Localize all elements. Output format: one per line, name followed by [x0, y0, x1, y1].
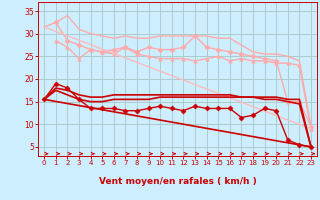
X-axis label: Vent moyen/en rafales ( km/h ): Vent moyen/en rafales ( km/h )	[99, 177, 256, 186]
